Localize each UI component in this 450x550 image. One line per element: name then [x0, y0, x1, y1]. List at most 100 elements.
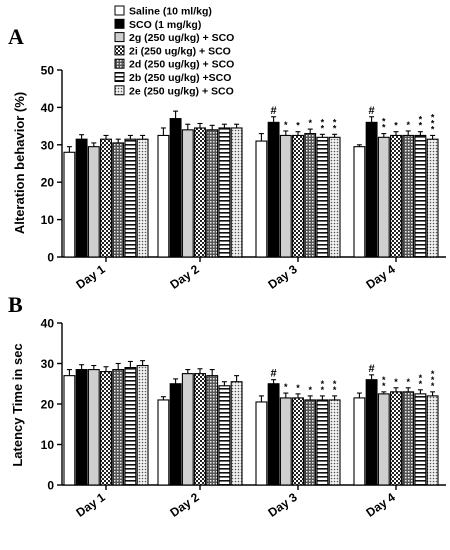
significance-mark: **: [382, 117, 386, 133]
bar: [279, 397, 292, 486]
legend-swatch: [114, 72, 125, 82]
bar: [292, 134, 304, 258]
bar: [169, 118, 182, 258]
panel-b: B Latency Time in sec 0 10 20 30 40 Day 1 Day …: [8, 292, 446, 520]
significance-mark: #: [369, 105, 375, 117]
significance-mark: *: [284, 382, 288, 392]
bar: [63, 151, 76, 258]
bar: [136, 364, 149, 486]
significance-mark: **: [419, 373, 423, 389]
x-tick-label: Day 1: [73, 262, 108, 292]
legend-swatch: [114, 45, 125, 56]
bar: [267, 121, 280, 258]
legend-label: 2g (250 ug/kg) + SCO: [129, 32, 234, 44]
bar: [365, 379, 378, 486]
y-tick-label: 40: [41, 101, 55, 115]
significance-mark: *: [284, 120, 288, 130]
bar: [279, 134, 292, 258]
bar: [218, 385, 231, 486]
y-axis-label: Alteration behavior (%): [12, 92, 27, 234]
bar: [100, 138, 112, 258]
bar: [100, 371, 112, 486]
bar: [112, 142, 125, 258]
bar: [414, 134, 427, 258]
significance-mark: **: [321, 379, 325, 395]
bar: [206, 129, 219, 258]
bar: [181, 129, 194, 258]
legend-swatch: [114, 85, 125, 96]
x-tick-label: Day 4: [363, 262, 398, 292]
panel-letter: B: [8, 292, 23, 317]
bar: [316, 136, 329, 258]
significance-mark: ***: [431, 112, 435, 134]
bar: [328, 136, 341, 258]
bar: [169, 383, 182, 486]
y-tick-label: 40: [41, 317, 55, 331]
panel-letter: A: [8, 24, 24, 49]
bar: [316, 399, 329, 486]
x-tick-label: Day 2: [167, 262, 202, 292]
significance-mark: **: [321, 117, 325, 133]
significance-mark: **: [333, 379, 337, 395]
x-tick-label: Day 2: [167, 490, 202, 520]
bar: [124, 366, 137, 486]
y-axis-label: Latency Time in sec: [10, 343, 25, 466]
bar: [353, 397, 366, 486]
bar: [124, 138, 137, 258]
x-tick-label: Day 1: [73, 490, 108, 520]
bar: [87, 146, 100, 258]
legend-label: 2e (250 ug/kg) + SCO: [129, 85, 234, 97]
significance-mark: *: [308, 385, 312, 395]
x-tick-label: Day 4: [363, 490, 398, 520]
bar: [112, 369, 125, 486]
significance-mark: #: [369, 363, 375, 375]
bar: [267, 383, 280, 486]
legend-label: 2d (250 ug/kg) + SCO: [129, 59, 234, 71]
y-tick-label: 10: [41, 213, 55, 227]
significance-mark: *: [394, 377, 398, 387]
legend-swatch: [114, 5, 125, 16]
significance-mark: *: [406, 120, 410, 130]
y-tick-label: 20: [41, 176, 55, 190]
bar: [304, 133, 317, 258]
bar: [230, 127, 243, 258]
bar: [377, 393, 390, 486]
legend-label: Saline (10 ml/kg): [129, 6, 212, 18]
bar: [206, 375, 219, 486]
x-tick-label: Day 3: [265, 490, 300, 520]
significance-mark: **: [419, 115, 423, 131]
bar: [390, 391, 402, 486]
bar: [230, 381, 243, 486]
significance-mark: **: [333, 117, 337, 133]
significance-mark: #: [271, 105, 277, 117]
bar: [87, 369, 100, 486]
y-tick-label: 20: [41, 398, 55, 412]
bar: [402, 134, 415, 258]
bar: [328, 399, 341, 486]
bar: [353, 146, 366, 258]
bar: [377, 136, 390, 258]
bar: [426, 138, 439, 258]
legend-label: SCO (1 mg/kg): [129, 19, 201, 31]
legend: Saline (10 ml/kg)SCO (1 mg/kg)2g (250 ug…: [114, 5, 234, 97]
bar: [194, 373, 206, 486]
bar: [426, 395, 439, 486]
y-tick-label: 10: [41, 438, 55, 452]
legend-swatch: [114, 32, 125, 43]
legend-label: 2i (250 ug/kg) + SCO: [129, 45, 231, 57]
bar: [157, 399, 170, 486]
bar: [75, 138, 88, 258]
bar: [365, 121, 378, 258]
bar: [402, 391, 415, 486]
y-tick-label: 50: [41, 64, 55, 78]
y-tick-label: 0: [47, 479, 54, 493]
significance-mark: *: [296, 121, 300, 131]
legend-swatch: [114, 18, 125, 29]
bar: [218, 127, 231, 258]
significance-mark: **: [382, 375, 386, 391]
bar: [255, 401, 268, 486]
bar: [390, 134, 402, 258]
bar: [414, 393, 427, 486]
bar: [181, 373, 194, 486]
